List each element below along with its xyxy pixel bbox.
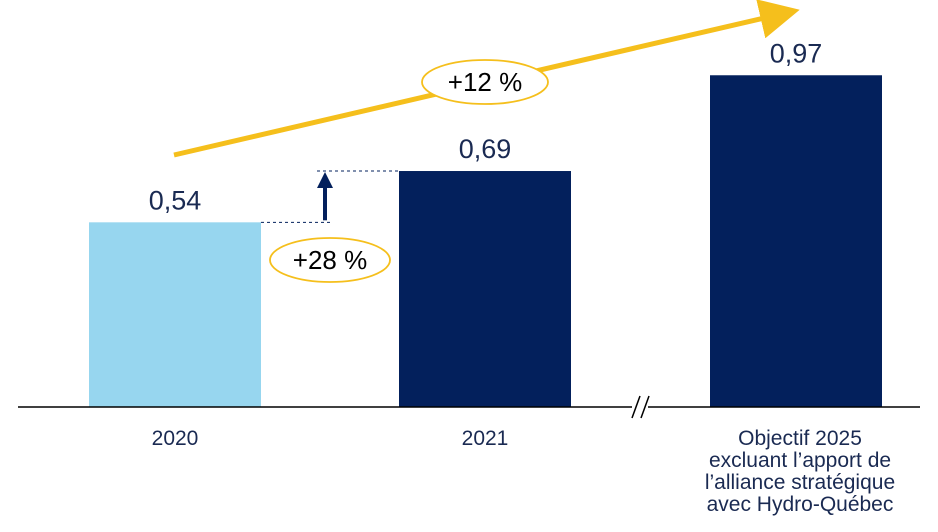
growth-label-12: +12 %: [448, 67, 522, 97]
category-label-line: l’alliance stratégique: [704, 471, 896, 494]
bar-2021: [399, 171, 571, 407]
bar-2020: [89, 222, 261, 407]
axis-break-mark: [640, 395, 650, 419]
value-label-objectif-2025: 0,97: [770, 38, 823, 68]
axis-break-mark: [631, 395, 641, 419]
category-label-line: excluant l’apport de: [708, 449, 892, 472]
growth-badge-12: [421, 59, 549, 105]
growth-label-28: +28 %: [293, 245, 367, 275]
value-label-2020: 0,54: [149, 185, 202, 215]
category-label-objectif-2025: Objectif 2025 excluant l’apport de l’all…: [680, 428, 920, 516]
growth-badge-28: [269, 237, 391, 283]
category-label-2021: 2021: [461, 427, 509, 450]
category-label-line: avec Hydro-Québec: [706, 493, 894, 516]
bar-objectif-2025: [710, 75, 882, 407]
category-label-2020: 2020: [151, 427, 199, 450]
value-label-2021: 0,69: [459, 134, 512, 164]
category-label-line: Objectif 2025: [738, 427, 862, 450]
